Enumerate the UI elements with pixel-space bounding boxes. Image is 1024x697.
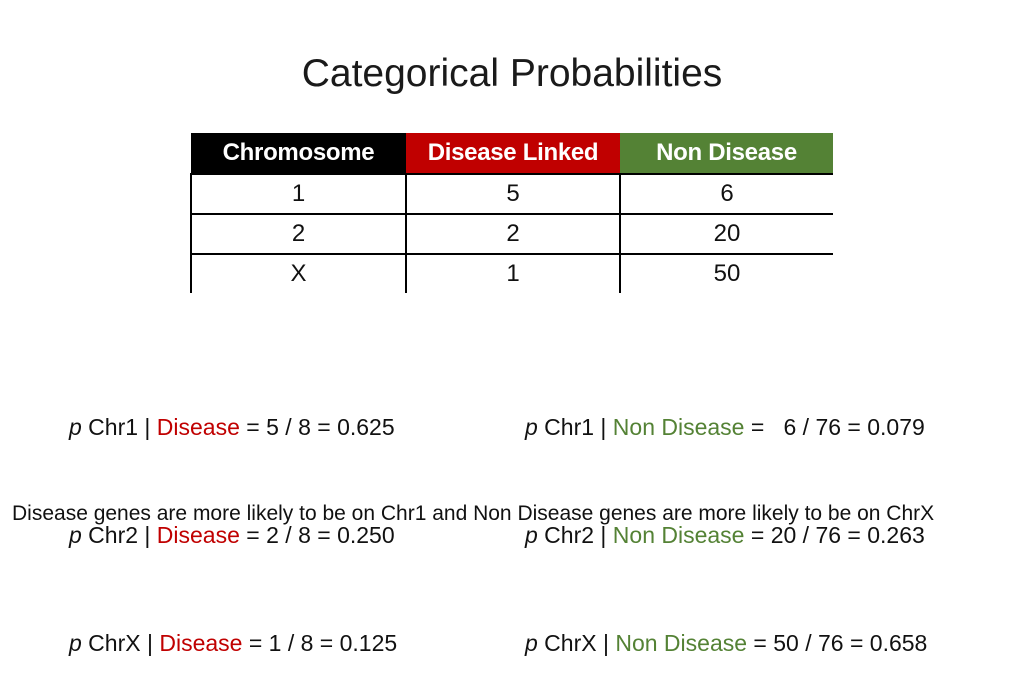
condition-disease: Disease	[156, 414, 240, 440]
cell-disease-linked: 2	[405, 213, 620, 254]
table-row: 2 2 20	[190, 213, 833, 254]
header-non-disease: Non Disease	[620, 133, 833, 174]
equation-result: = 20 / 76 = 0.263	[744, 522, 925, 548]
equation-given: Chr1 |	[81, 414, 157, 440]
equation-given: Chr2 |	[81, 522, 157, 548]
equation-result: = 6 / 76 = 0.079	[744, 414, 925, 440]
p-symbol: p	[525, 630, 538, 656]
equation-given: ChrX |	[81, 630, 160, 656]
equation-result: = 5 / 8 = 0.625	[239, 414, 395, 440]
header-chromosome: Chromosome	[191, 133, 406, 174]
header-disease-linked: Disease Linked	[406, 133, 620, 174]
equation-given: ChrX |	[537, 630, 616, 656]
equation-given: Chr2 |	[537, 522, 613, 548]
equation-result: = 1 / 8 = 0.125	[242, 630, 398, 656]
p-symbol: p	[525, 414, 538, 440]
cell-chromosome: 2	[190, 213, 406, 254]
equation-result: = 50 / 76 = 0.658	[747, 630, 928, 656]
cell-disease-linked: 1	[405, 253, 620, 293]
table-row: X 1 50	[190, 253, 833, 293]
equation-line: p Chr2 | Disease = 2 / 8 = 0.250	[69, 517, 397, 553]
cell-chromosome: X	[190, 253, 406, 293]
condition-disease: Disease	[156, 522, 240, 548]
cell-non-disease: 20	[619, 213, 833, 254]
equation-given: Chr1 |	[537, 414, 613, 440]
condition-non-disease: Non Disease	[612, 522, 745, 548]
table-header-row: Chromosome Disease Linked Non Disease	[191, 133, 833, 174]
equation-line: p Chr1 | Non Disease = 6 / 76 = 0.079	[525, 409, 927, 445]
equation-line: p ChrX | Non Disease = 50 / 76 = 0.658	[525, 625, 927, 661]
equation-line: p ChrX | Disease = 1 / 8 = 0.125	[69, 625, 397, 661]
condition-disease: Disease	[159, 630, 243, 656]
p-symbol: p	[69, 414, 82, 440]
cell-non-disease: 6	[619, 173, 833, 214]
equation-result: = 2 / 8 = 0.250	[239, 522, 395, 548]
p-symbol: p	[69, 630, 82, 656]
conclusion-text: Disease genes are more likely to be on C…	[12, 502, 935, 525]
table-row: 1 5 6	[190, 173, 833, 214]
equation-line: p Chr1 | Disease = 5 / 8 = 0.625	[69, 409, 397, 445]
condition-non-disease: Non Disease	[612, 414, 745, 440]
slide-title: Categorical Probabilities	[301, 52, 723, 95]
cell-disease-linked: 5	[405, 173, 620, 214]
cell-chromosome: 1	[190, 173, 406, 214]
cell-non-disease: 50	[619, 253, 833, 293]
p-symbol: p	[69, 522, 82, 548]
condition-non-disease: Non Disease	[615, 630, 748, 656]
counts-table: Chromosome Disease Linked Non Disease 1 …	[190, 133, 833, 293]
equation-line: p Chr2 | Non Disease = 20 / 76 = 0.263	[525, 517, 927, 553]
p-symbol: p	[525, 522, 538, 548]
